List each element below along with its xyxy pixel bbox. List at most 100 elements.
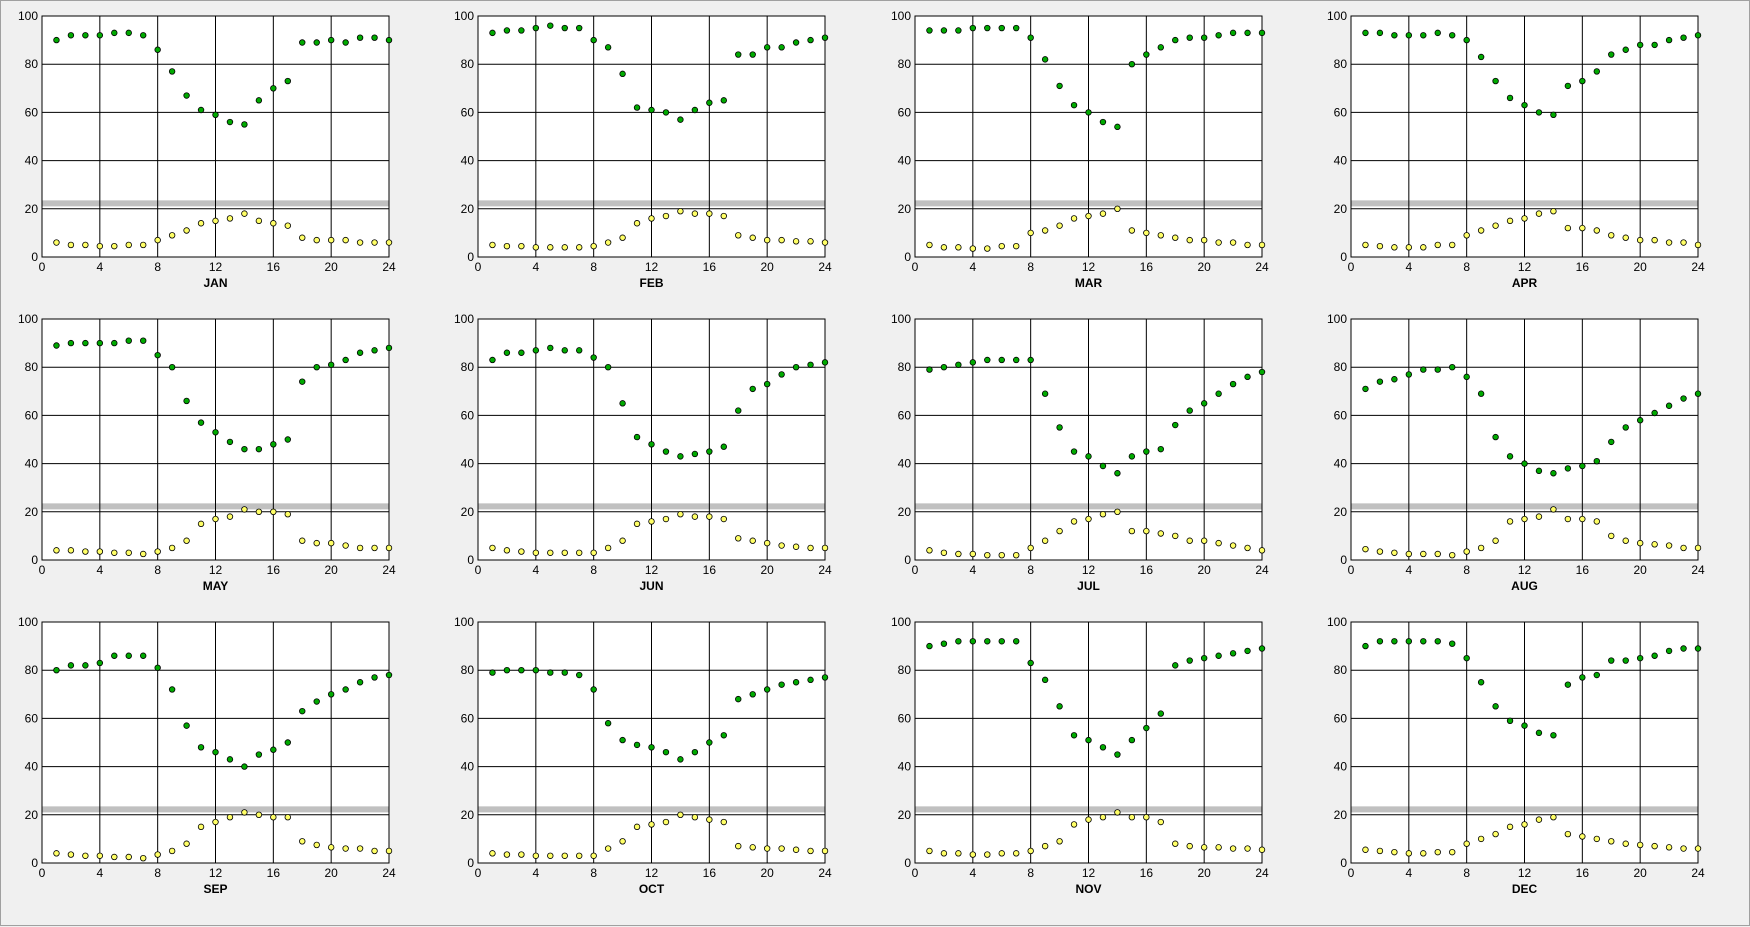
data-point-upper — [1376, 638, 1384, 645]
data-point-lower — [532, 549, 540, 556]
data-point-lower — [1070, 821, 1078, 828]
x-tick-label: 20 — [760, 563, 774, 577]
data-point-upper — [82, 339, 89, 347]
x-tick-label: 24 — [382, 260, 396, 274]
data-point-upper — [503, 349, 511, 356]
data-point-lower — [1579, 515, 1586, 523]
data-point-upper — [1477, 679, 1485, 686]
y-tick-label: 0 — [467, 856, 474, 870]
data-point-upper — [633, 741, 641, 749]
data-point-lower — [1622, 537, 1629, 544]
data-point-upper — [503, 27, 511, 34]
x-tick-label: 4 — [1405, 866, 1412, 880]
data-point-lower — [1449, 551, 1456, 559]
data-point-upper — [82, 662, 89, 669]
data-point-lower — [371, 544, 378, 552]
x-tick-label: 4 — [96, 260, 103, 274]
x-tick-label: 12 — [209, 866, 223, 880]
data-point-upper — [1027, 34, 1034, 41]
plot-border — [41, 15, 390, 258]
data-point-lower — [1041, 227, 1049, 234]
data-point-lower — [53, 850, 60, 857]
data-point-upper — [1056, 424, 1063, 431]
data-point-lower — [1215, 539, 1222, 547]
data-point-upper — [241, 763, 248, 770]
data-point-upper — [532, 667, 540, 674]
data-point-upper — [342, 39, 349, 46]
x-tick-label: 16 — [1140, 563, 1154, 577]
data-point-lower — [720, 212, 727, 220]
x-tick-label: 4 — [969, 866, 976, 880]
data-point-upper — [371, 347, 378, 354]
data-point-lower — [706, 816, 713, 823]
data-point-upper — [1070, 101, 1078, 109]
data-point-lower — [532, 852, 540, 859]
x-tick-label: 12 — [1518, 260, 1532, 274]
y-tick-label: 100 — [18, 312, 38, 326]
month-label: MAY — [203, 579, 229, 593]
data-point-lower — [547, 244, 554, 251]
data-point-upper — [1244, 647, 1251, 655]
y-tick-label: 20 — [898, 202, 912, 216]
data-point-lower — [111, 242, 118, 250]
y-tick-label: 100 — [18, 615, 38, 629]
data-point-lower — [1056, 527, 1063, 535]
data-point-upper — [1564, 465, 1572, 472]
data-point-lower — [125, 241, 132, 249]
data-point-upper — [168, 686, 176, 693]
data-point-lower — [1622, 234, 1629, 241]
data-point-upper — [547, 22, 554, 29]
data-point-lower — [518, 851, 525, 858]
data-point-lower — [1593, 518, 1600, 525]
y-tick-label: 80 — [25, 57, 39, 71]
data-point-upper — [561, 669, 568, 676]
data-point-upper — [342, 356, 349, 364]
data-point-lower — [1405, 244, 1413, 251]
y-tick-label: 80 — [25, 663, 39, 677]
data-point-upper — [1636, 417, 1644, 424]
data-point-upper — [140, 32, 147, 39]
plot-border — [1350, 318, 1699, 561]
data-point-upper — [1564, 681, 1572, 688]
data-point-upper — [561, 347, 568, 354]
data-point-upper — [1608, 657, 1615, 664]
data-point-lower — [619, 537, 626, 544]
data-point-upper — [1143, 724, 1150, 732]
data-point-lower — [327, 844, 335, 851]
data-point-upper — [1564, 82, 1572, 90]
month-label: JUN — [639, 579, 663, 593]
data-point-lower — [1420, 850, 1427, 857]
data-point-lower — [1608, 838, 1615, 845]
data-point-lower — [1535, 513, 1543, 520]
data-point-lower — [821, 239, 829, 246]
data-point-upper — [1391, 32, 1398, 39]
y-tick-label: 20 — [461, 505, 475, 519]
data-point-lower — [940, 244, 948, 251]
data-point-lower — [1056, 222, 1063, 229]
data-point-lower — [1172, 840, 1179, 847]
data-point-upper — [197, 419, 205, 426]
data-point-upper — [67, 32, 75, 39]
x-tick-label: 0 — [475, 260, 482, 274]
data-point-upper — [356, 349, 364, 356]
data-point-upper — [998, 24, 1005, 32]
y-tick-label: 100 — [18, 9, 38, 23]
x-tick-label: 4 — [532, 866, 539, 880]
data-point-lower — [1593, 835, 1600, 843]
data-point-upper — [1013, 24, 1020, 32]
data-point-lower — [1244, 845, 1251, 852]
y-tick-label: 0 — [904, 250, 911, 264]
x-tick-label: 4 — [96, 866, 103, 880]
data-point-lower — [1477, 227, 1485, 234]
data-point-lower — [1420, 550, 1427, 558]
data-point-upper — [1521, 722, 1528, 729]
data-point-upper — [299, 378, 306, 385]
data-point-lower — [96, 242, 104, 250]
data-point-upper — [1013, 356, 1020, 364]
data-point-lower — [1477, 544, 1485, 552]
data-point-lower — [1564, 224, 1572, 232]
data-point-upper — [648, 106, 655, 114]
data-point-lower — [926, 547, 933, 554]
data-point-upper — [749, 691, 756, 698]
data-point-upper — [284, 739, 291, 746]
